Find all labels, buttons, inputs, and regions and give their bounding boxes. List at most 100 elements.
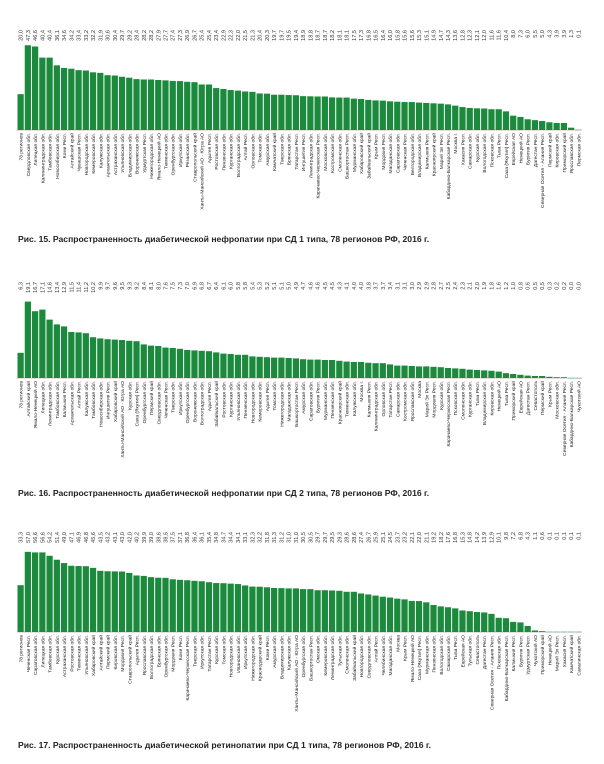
bar [89,567,97,632]
bar [126,77,133,130]
value-label: 4,3 [547,30,553,38]
category-label: Чеченская Респ. [163,381,169,418]
figure-17: 33,3 78 регионов 57,0 Чеченская Респ. 56,6 Са… [0,504,604,764]
value-label: 8,0 [511,30,517,38]
value-label: 28,6 [352,532,358,543]
category-label: Томская обл. [258,133,264,163]
category-label: Хабаровский край [90,635,97,676]
category-label: Тверская обл. [279,133,285,165]
value-label: 22,0 [417,532,423,543]
category-label: Чукотский АО [532,635,539,666]
bar [350,362,357,378]
bar [386,364,394,378]
bar [97,570,104,632]
value-label: 18,2 [439,532,445,543]
bar [278,94,285,130]
value-label: 6,4 [214,282,220,290]
category-label: Татарстан Респ. [294,133,300,170]
value-label: 30,5 [301,532,307,543]
bar [437,103,444,130]
bar [408,366,415,378]
bar [452,368,459,378]
bar [234,354,242,378]
bar [75,70,82,130]
category-label: Свердловская обл. [156,381,162,424]
value-label: 31,2 [279,532,285,543]
value-label: 2,7 [439,282,445,290]
value-label: 25,4 [207,30,213,41]
bar [473,108,481,130]
figure-15: 20,0 78 регионов 47,3 Свердловская обл. 46,6… [0,0,604,252]
category-label: Бурятия Респ. [518,635,524,667]
figure-16-caption: Рис. 16. Распространенность диабетическо… [18,488,430,498]
category-label: Пензенская обл. [432,635,438,672]
value-label: 9,9 [98,282,104,290]
value-label: 0,2 [562,282,568,290]
value-label: 33,3 [19,532,25,543]
value-label: 8,4 [142,282,148,290]
category-label: Оренбургская обл. [185,381,191,423]
bar [401,102,408,130]
value-label: 0,5 [540,282,546,290]
bar [249,586,256,632]
value-label: 4,9 [294,282,300,290]
category-label: Кемеровская обл. [323,635,329,676]
category-label: Амурская обл. [301,381,307,414]
bar [415,102,423,130]
category-label: Кабардино-Балкарская Респ. [504,635,510,701]
category-label: Красноярский край [431,133,438,177]
value-label: 25,1 [381,532,387,543]
value-label: 1,3 [569,30,575,38]
bar [350,98,357,130]
category-label: Адыгея Респ. [135,635,141,665]
category-label: Магаданская обл. [388,133,394,173]
category-label: Челябинская обл. [381,635,387,676]
category-label: Саратовская обл. [33,635,39,675]
value-label: 5,8 [236,282,242,290]
value-label: 29,5 [330,532,336,543]
bar [191,580,198,632]
value-label: 22,1 [410,532,416,543]
bar [242,585,249,632]
value-label: 7,3 [178,282,184,290]
bar [466,611,473,632]
category-label: Новгородская обл. [250,381,256,423]
value-label: 2,5 [446,282,452,290]
category-label: Калужская обл. [287,635,293,670]
category-label: Крым Респ. [547,381,553,407]
category-label: Ленинградская обл. [330,635,336,680]
bar [17,585,24,632]
bar [184,580,191,632]
value-label: 4,1 [345,282,351,290]
value-label: 36,1 [200,532,206,543]
value-label: 26,7 [192,30,198,41]
value-label: 19,1 [26,282,32,293]
category-label: Приморский край [510,381,517,421]
category-label: Иркутская обл. [243,635,249,669]
bar [256,93,263,130]
category-label: Калужская обл. [98,133,104,168]
bar [539,631,546,632]
category-label: Тюменская обл. [163,133,169,169]
category-label: Калмыкия Респ. [366,381,372,417]
value-label: 13,9 [482,532,488,543]
category-label: Кабардино-Балкарская Респ. [569,381,575,447]
value-label: 37,5 [171,532,177,543]
value-label: 9,2 [135,282,141,290]
category-label: Томская обл. [272,381,278,411]
category-label: Коми Респ. [178,635,184,660]
value-label: 21,1 [424,532,430,543]
value-label: 43,1 [113,532,119,543]
value-label: 9,8 [504,532,510,540]
bar [328,590,336,632]
category-label: Ярославская обл. [569,133,575,173]
value-label: 14,3 [446,30,452,41]
value-label: 0,1 [569,532,575,540]
category-label: Дагестан Респ. [482,635,488,669]
category-label: Бурятия Респ. [316,381,322,413]
bar [307,589,314,632]
value-label: 31,8 [265,532,271,543]
value-label: 14,7 [439,30,445,41]
category-label: Московская обл. [323,133,329,171]
category-label: Пермский край [148,381,155,415]
